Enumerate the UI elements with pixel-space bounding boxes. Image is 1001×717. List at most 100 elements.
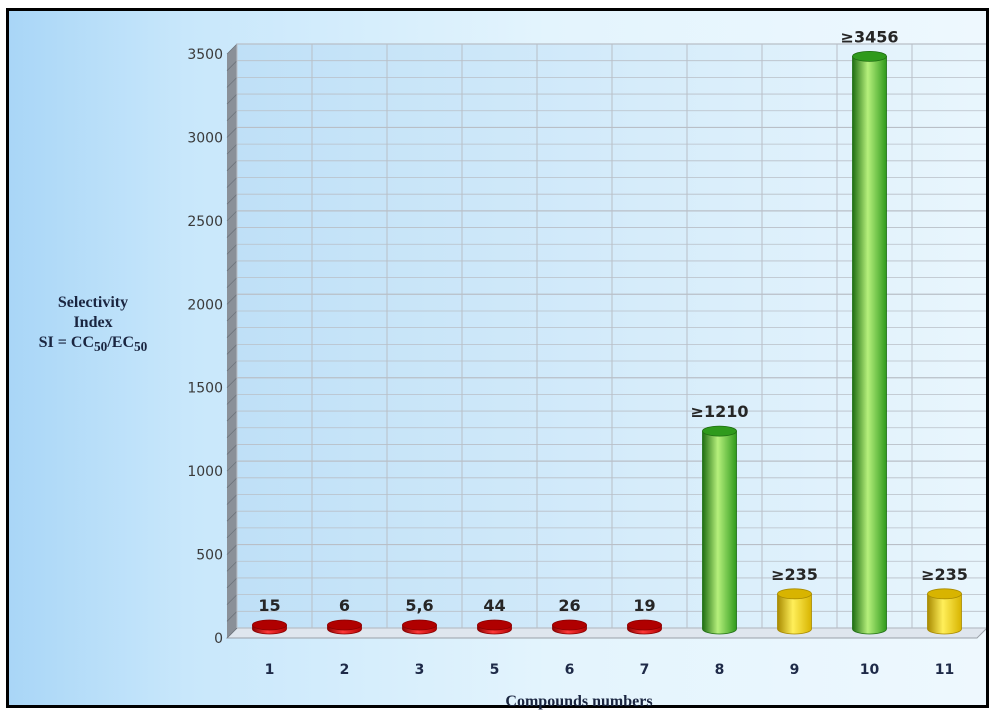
- y-axis-label-formula: SI = CC50/EC50: [23, 333, 163, 357]
- data-label: 6: [339, 596, 350, 615]
- formula-sub-1: 50: [94, 339, 108, 355]
- bar: [852, 50, 887, 635]
- chart-frame: 0 500 1000 1500 2000 2500 3000 3500 1 2 3 5 6 7 8 9 10 1…: [6, 8, 989, 710]
- gridline-side: [226, 193, 238, 205]
- gridline-side: [226, 394, 238, 405]
- bar: [477, 619, 512, 635]
- gridline-side: [226, 294, 238, 305]
- gridline-side: [226, 344, 238, 355]
- gridline-side: [226, 143, 238, 155]
- data-label: 19: [633, 596, 655, 615]
- y-tick-label: 2000: [187, 297, 223, 313]
- y-axis-label-line-1: Selectivity: [57, 294, 129, 311]
- y-tick-label: 0: [214, 631, 223, 647]
- formula-prefix: SI = CC: [38, 334, 95, 351]
- gridline-side: [226, 560, 238, 572]
- data-label: ≥235: [921, 565, 968, 584]
- gridline-side: [226, 611, 238, 622]
- bar-top: [402, 619, 437, 631]
- gridline-side: [226, 360, 238, 372]
- bar-body: [702, 430, 737, 635]
- x-tick-label: 7: [640, 662, 650, 678]
- gridline-side: [226, 77, 238, 88]
- side-wall: [227, 44, 237, 638]
- x-axis-ticks: 1 2 3 5 6 7 8 9 10 11: [265, 662, 955, 678]
- gridline-side: [226, 410, 238, 422]
- bar-top: [552, 619, 587, 631]
- bar-top: [327, 619, 362, 631]
- y-tick-label: 1500: [187, 381, 223, 397]
- bar-top: [627, 619, 662, 631]
- gridline-side: [226, 444, 238, 455]
- data-label: 5,6: [405, 596, 433, 615]
- bar-top: [252, 619, 287, 631]
- y-tick-label: 3000: [187, 130, 223, 146]
- gridline-side: [226, 310, 238, 322]
- gridline-side: [226, 260, 238, 272]
- bar-body: [852, 55, 887, 635]
- gridline-side: [226, 527, 238, 539]
- bar: [552, 619, 587, 635]
- x-tick-label: 9: [790, 662, 800, 678]
- bar: [327, 619, 362, 635]
- y-tick-label: 1000: [187, 464, 223, 480]
- y-tick-label: 2500: [187, 214, 223, 230]
- y-axis-label-line-2: Index: [73, 314, 113, 331]
- gridline-side: [226, 544, 238, 555]
- bar-body: [927, 593, 962, 635]
- gridline-side: [226, 227, 238, 238]
- bar-top: [702, 425, 737, 437]
- gridline-side: [226, 60, 238, 71]
- gridline-side: [226, 93, 238, 105]
- gridline-side: [226, 127, 238, 138]
- gridline-side: [226, 277, 238, 288]
- gridline-side: [226, 627, 238, 639]
- x-tick-label: 5: [490, 662, 500, 678]
- x-tick-label: 2: [340, 662, 350, 678]
- bar-top: [777, 588, 812, 600]
- gridline-side: [226, 210, 238, 222]
- gridline-side: [226, 460, 238, 472]
- bar-body: [777, 593, 812, 635]
- formula-mid: /EC: [107, 334, 135, 351]
- x-tick-label: 11: [935, 662, 954, 678]
- bar: [927, 588, 962, 635]
- gridline-side: [226, 110, 238, 122]
- gridline-side: [226, 427, 238, 439]
- data-label: 44: [483, 596, 505, 615]
- bar-top: [477, 619, 512, 631]
- y-axis-label: Selectivity Index SI = CC50/EC50: [23, 293, 163, 357]
- gridline-side: [226, 160, 238, 172]
- gridline-side: [226, 510, 238, 522]
- bar: [702, 425, 737, 635]
- gridline-side: [226, 377, 238, 388]
- x-tick-label: 6: [565, 662, 575, 678]
- bar: [252, 619, 287, 635]
- bar-top: [852, 50, 887, 62]
- y-axis-ticks: 0 500 1000 1500 2000 2500 3000 3500: [187, 47, 223, 647]
- gridline-side: [226, 177, 238, 188]
- gridline-side: [226, 577, 238, 589]
- bar: [402, 619, 437, 635]
- data-labels: 15 6 5,6 44 26 19 ≥1210 ≥235 ≥3456 ≥235: [258, 27, 968, 615]
- gridline-side: [226, 494, 238, 505]
- x-tick-label: 1: [265, 662, 275, 678]
- x-axis-label: Compounds numbers: [505, 693, 653, 710]
- data-label: 26: [558, 596, 580, 615]
- x-tick-label: 10: [860, 662, 880, 678]
- data-label: ≥3456: [841, 27, 899, 46]
- gridline-side: [226, 327, 238, 338]
- bar: [777, 588, 812, 635]
- data-label: ≥1210: [691, 402, 749, 421]
- y-tick-label: 3500: [187, 47, 223, 63]
- gridline-side: [226, 243, 238, 255]
- data-label: 15: [258, 596, 280, 615]
- gridline-side: [226, 594, 238, 605]
- data-label: ≥235: [771, 565, 818, 584]
- bar-top: [927, 588, 962, 600]
- formula-sub-2: 50: [134, 339, 148, 355]
- bar: [627, 619, 662, 635]
- y-tick-label: 500: [196, 548, 223, 564]
- x-tick-label: 8: [715, 662, 725, 678]
